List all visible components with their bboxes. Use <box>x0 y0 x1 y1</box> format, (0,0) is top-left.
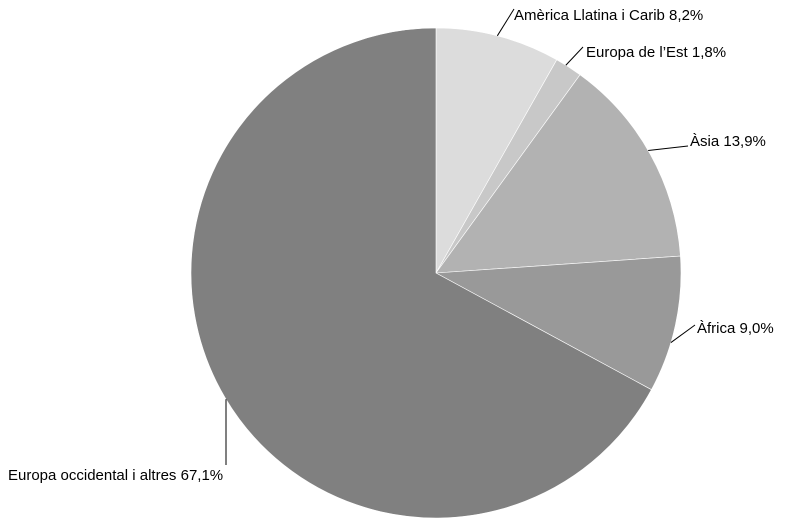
pie-slices <box>190 27 682 519</box>
slice-label-2: Europa de l’Est 1,8% <box>586 44 726 61</box>
slice-label-5: Europa occidental i altres 67,1% <box>8 467 223 484</box>
pie-slice-1 <box>435 27 558 275</box>
pie-slice-4 <box>434 255 682 391</box>
leader-line-4 <box>670 324 696 343</box>
slice-label-3: Àsia 13,9% <box>690 133 766 150</box>
leader-line-2 <box>565 46 584 66</box>
leader-line-1 <box>496 8 515 37</box>
pie-slice-3 <box>435 74 681 274</box>
pie-slice-5 <box>190 27 652 519</box>
slice-label-4: Àfrica 9,0% <box>697 320 774 337</box>
slice-label-1: Amèrica Llatina i Carib 8,2% <box>514 7 703 24</box>
pie-leader-lines <box>225 8 696 465</box>
leader-line-3 <box>648 145 689 151</box>
pie-labels: Amèrica Llatina i Carib 8,2% Europa de l’… <box>8 7 774 484</box>
